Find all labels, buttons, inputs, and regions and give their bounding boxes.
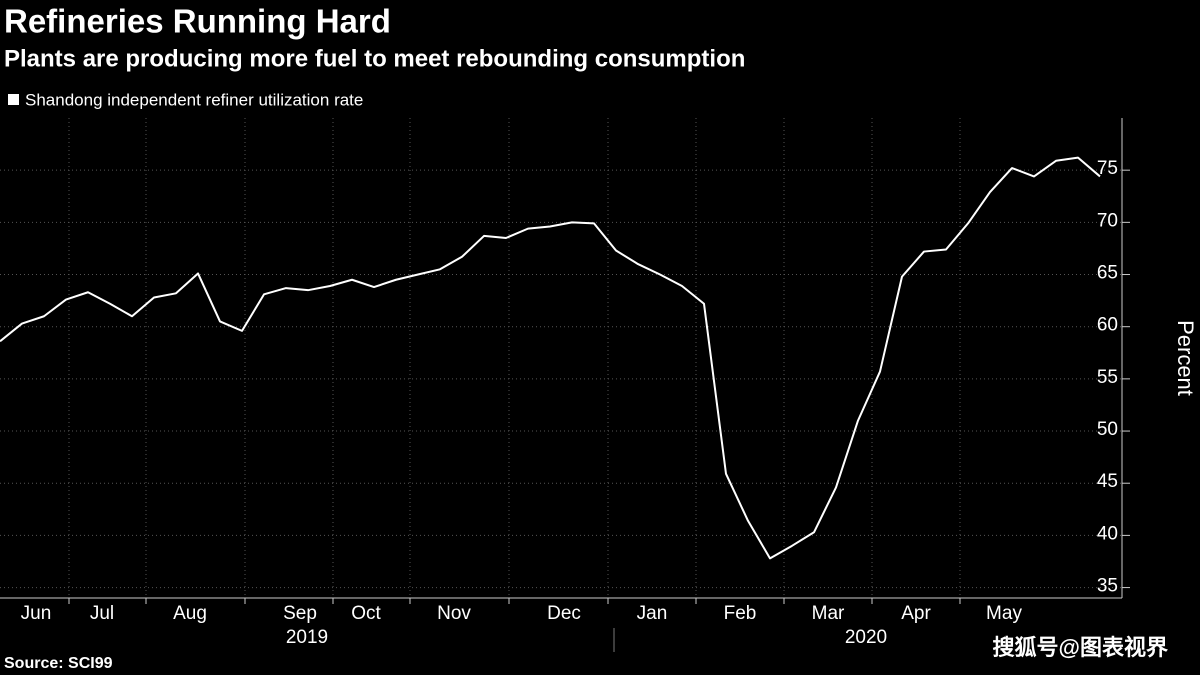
x-tick-label: Jan: [637, 603, 668, 624]
x-tick-label: May: [986, 603, 1022, 624]
y-tick-label: 70: [1097, 210, 1118, 231]
x-tick-label: Sep: [283, 603, 317, 624]
legend-label: Shandong independent refiner utilization…: [25, 90, 363, 109]
watermark: 搜狐号@图表视界: [993, 635, 1168, 660]
x-tick-label: Oct: [351, 603, 381, 624]
y-tick-label: 35: [1097, 576, 1118, 597]
y-tick-label: 65: [1097, 263, 1118, 284]
source: Source: SCI99: [4, 655, 113, 672]
y-tick-label: 75: [1097, 158, 1118, 179]
year-label: 2020: [845, 627, 887, 648]
line: [0, 156, 1101, 560]
year-label: 2019: [286, 627, 328, 648]
legend-swatch: [8, 94, 19, 105]
x-tick-label: Apr: [901, 603, 931, 624]
y-tick-label: 40: [1097, 523, 1118, 544]
y-tick-label: 45: [1097, 471, 1118, 492]
x-tick-label: Nov: [437, 603, 471, 624]
x-tick-label: Dec: [547, 603, 581, 624]
y-tick-label: 60: [1097, 315, 1118, 336]
x-tick-label: Jul: [90, 603, 114, 624]
x-tick-label: Feb: [724, 603, 757, 624]
x-tick-label: Aug: [173, 603, 207, 624]
x-tick-label: Mar: [812, 603, 845, 624]
chart-title: Refineries Running Hard: [4, 3, 391, 40]
chart-subtitle: Plants are producing more fuel to meet r…: [4, 45, 745, 72]
x-tick-label: Jun: [21, 603, 52, 624]
y-axis-label: Percent: [1173, 320, 1198, 396]
y-tick-label: 50: [1097, 419, 1118, 440]
y-tick-label: 55: [1097, 367, 1118, 388]
